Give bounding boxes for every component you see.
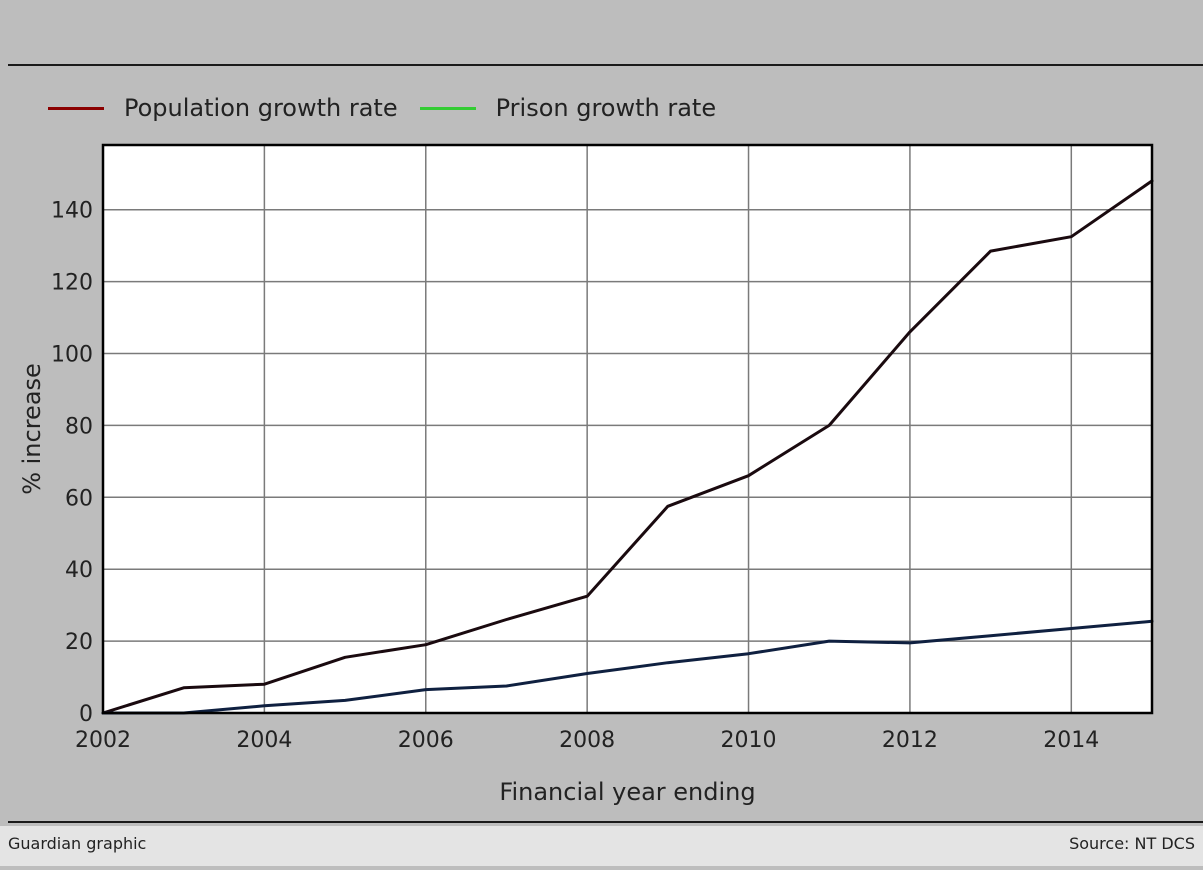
x-tick-label: 2006 bbox=[398, 728, 454, 753]
x-tick-label: 2014 bbox=[1043, 728, 1099, 753]
legend-label-population: Population growth rate bbox=[124, 94, 398, 122]
series-line-prison bbox=[101, 619, 1154, 715]
legend-item-population: Population growth rate bbox=[48, 94, 398, 122]
x-tick-label: 2008 bbox=[559, 728, 615, 753]
legend-swatch-population bbox=[48, 106, 104, 110]
header-band bbox=[0, 0, 1203, 64]
x-tick-label: 2012 bbox=[882, 728, 938, 753]
axis-ticks: 2002 2004 2006 2008 2010 2012 2014 0 20 40 60 80 100… bbox=[51, 199, 1099, 753]
grid-lines bbox=[103, 145, 1152, 713]
y-tick-label: 120 bbox=[51, 271, 93, 296]
y-tick-label: 40 bbox=[65, 558, 93, 583]
y-tick-label: 80 bbox=[65, 414, 93, 439]
y-axis-label: % increase bbox=[18, 363, 46, 495]
plot-frame bbox=[101, 143, 1154, 715]
source-text: Source: NT DCS bbox=[1069, 834, 1195, 853]
x-tick-label: 2010 bbox=[721, 728, 777, 753]
chart-legend: Population growth rate Prison growth rat… bbox=[48, 88, 738, 128]
series-line-population bbox=[101, 179, 1154, 715]
legend-label-prison: Prison growth rate bbox=[495, 94, 717, 122]
footer-rule bbox=[8, 821, 1203, 823]
x-axis-label: Financial year ending bbox=[499, 778, 755, 806]
footer-bar bbox=[0, 826, 1203, 866]
y-tick-label: 0 bbox=[79, 702, 93, 727]
legend-item-prison: Prison growth rate bbox=[419, 94, 717, 122]
y-tick-label: 60 bbox=[65, 486, 93, 511]
header-rule bbox=[8, 64, 1203, 66]
y-tick-label: 100 bbox=[51, 343, 93, 368]
x-tick-label: 2002 bbox=[75, 728, 131, 753]
y-tick-label: 20 bbox=[65, 630, 93, 655]
plot-area bbox=[103, 145, 1152, 713]
credit-text: Guardian graphic bbox=[8, 834, 147, 853]
legend-swatch-prison bbox=[419, 106, 476, 110]
y-tick-label: 140 bbox=[51, 199, 93, 224]
series-lines bbox=[101, 179, 1154, 715]
x-tick-label: 2004 bbox=[236, 728, 292, 753]
